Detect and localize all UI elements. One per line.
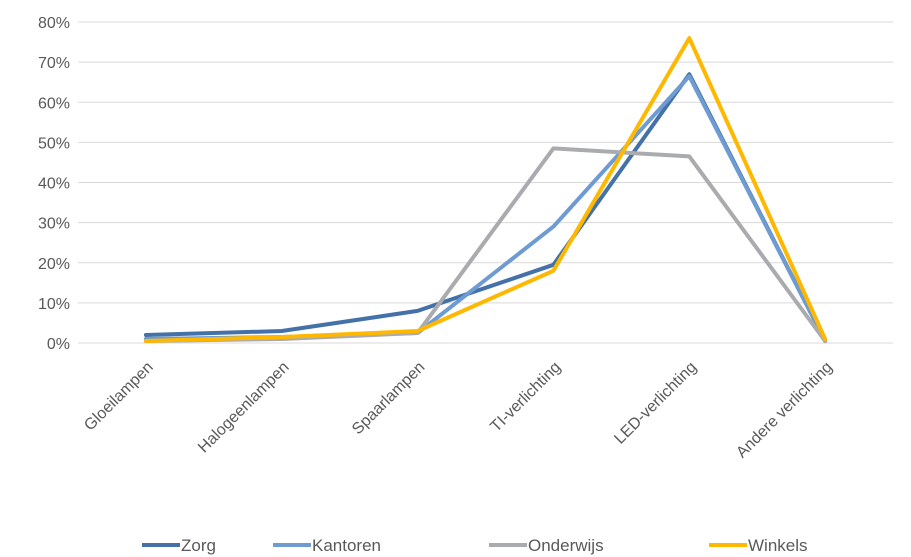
series-lines bbox=[143, 36, 828, 343]
gridlines bbox=[78, 21, 893, 344]
legend-label-winkels: Winkels bbox=[748, 536, 808, 555]
x-axis-tick-labels: Gloeilampen Halogeenlampen Spaarlampen TI-v… bbox=[81, 359, 836, 462]
x-tick-label: Spaarlampen bbox=[349, 359, 428, 438]
y-axis-tick-labels: 0% 10% 20% 30% 40% 50% 60% 70% 80% bbox=[38, 15, 70, 353]
legend: Zorg Kantoren Onderwijs Winkels bbox=[142, 536, 808, 555]
legend-label-onderwijs: Onderwijs bbox=[528, 536, 604, 555]
series-line-onderwijs bbox=[143, 146, 828, 343]
x-tick-label: Andere verlichting bbox=[733, 359, 836, 462]
y-tick-label: 0% bbox=[47, 336, 70, 353]
x-tick-label: LED-verlichting bbox=[611, 359, 700, 448]
x-tick-label: TI-verlichting bbox=[487, 359, 564, 436]
legend-label-zorg: Zorg bbox=[181, 536, 216, 555]
y-tick-label: 80% bbox=[38, 15, 70, 32]
series-line-winkels bbox=[143, 36, 828, 343]
x-tick-label: Gloeilampen bbox=[81, 359, 157, 435]
y-tick-label: 20% bbox=[38, 256, 70, 273]
y-tick-label: 60% bbox=[38, 95, 70, 112]
y-tick-label: 40% bbox=[38, 176, 70, 193]
y-tick-label: 30% bbox=[38, 216, 70, 233]
legend-label-kantoren: Kantoren bbox=[312, 536, 381, 555]
y-tick-label: 50% bbox=[38, 135, 70, 152]
x-tick-label: Halogeenlampen bbox=[195, 359, 293, 457]
y-tick-label: 70% bbox=[38, 55, 70, 72]
y-tick-label: 10% bbox=[38, 296, 70, 313]
